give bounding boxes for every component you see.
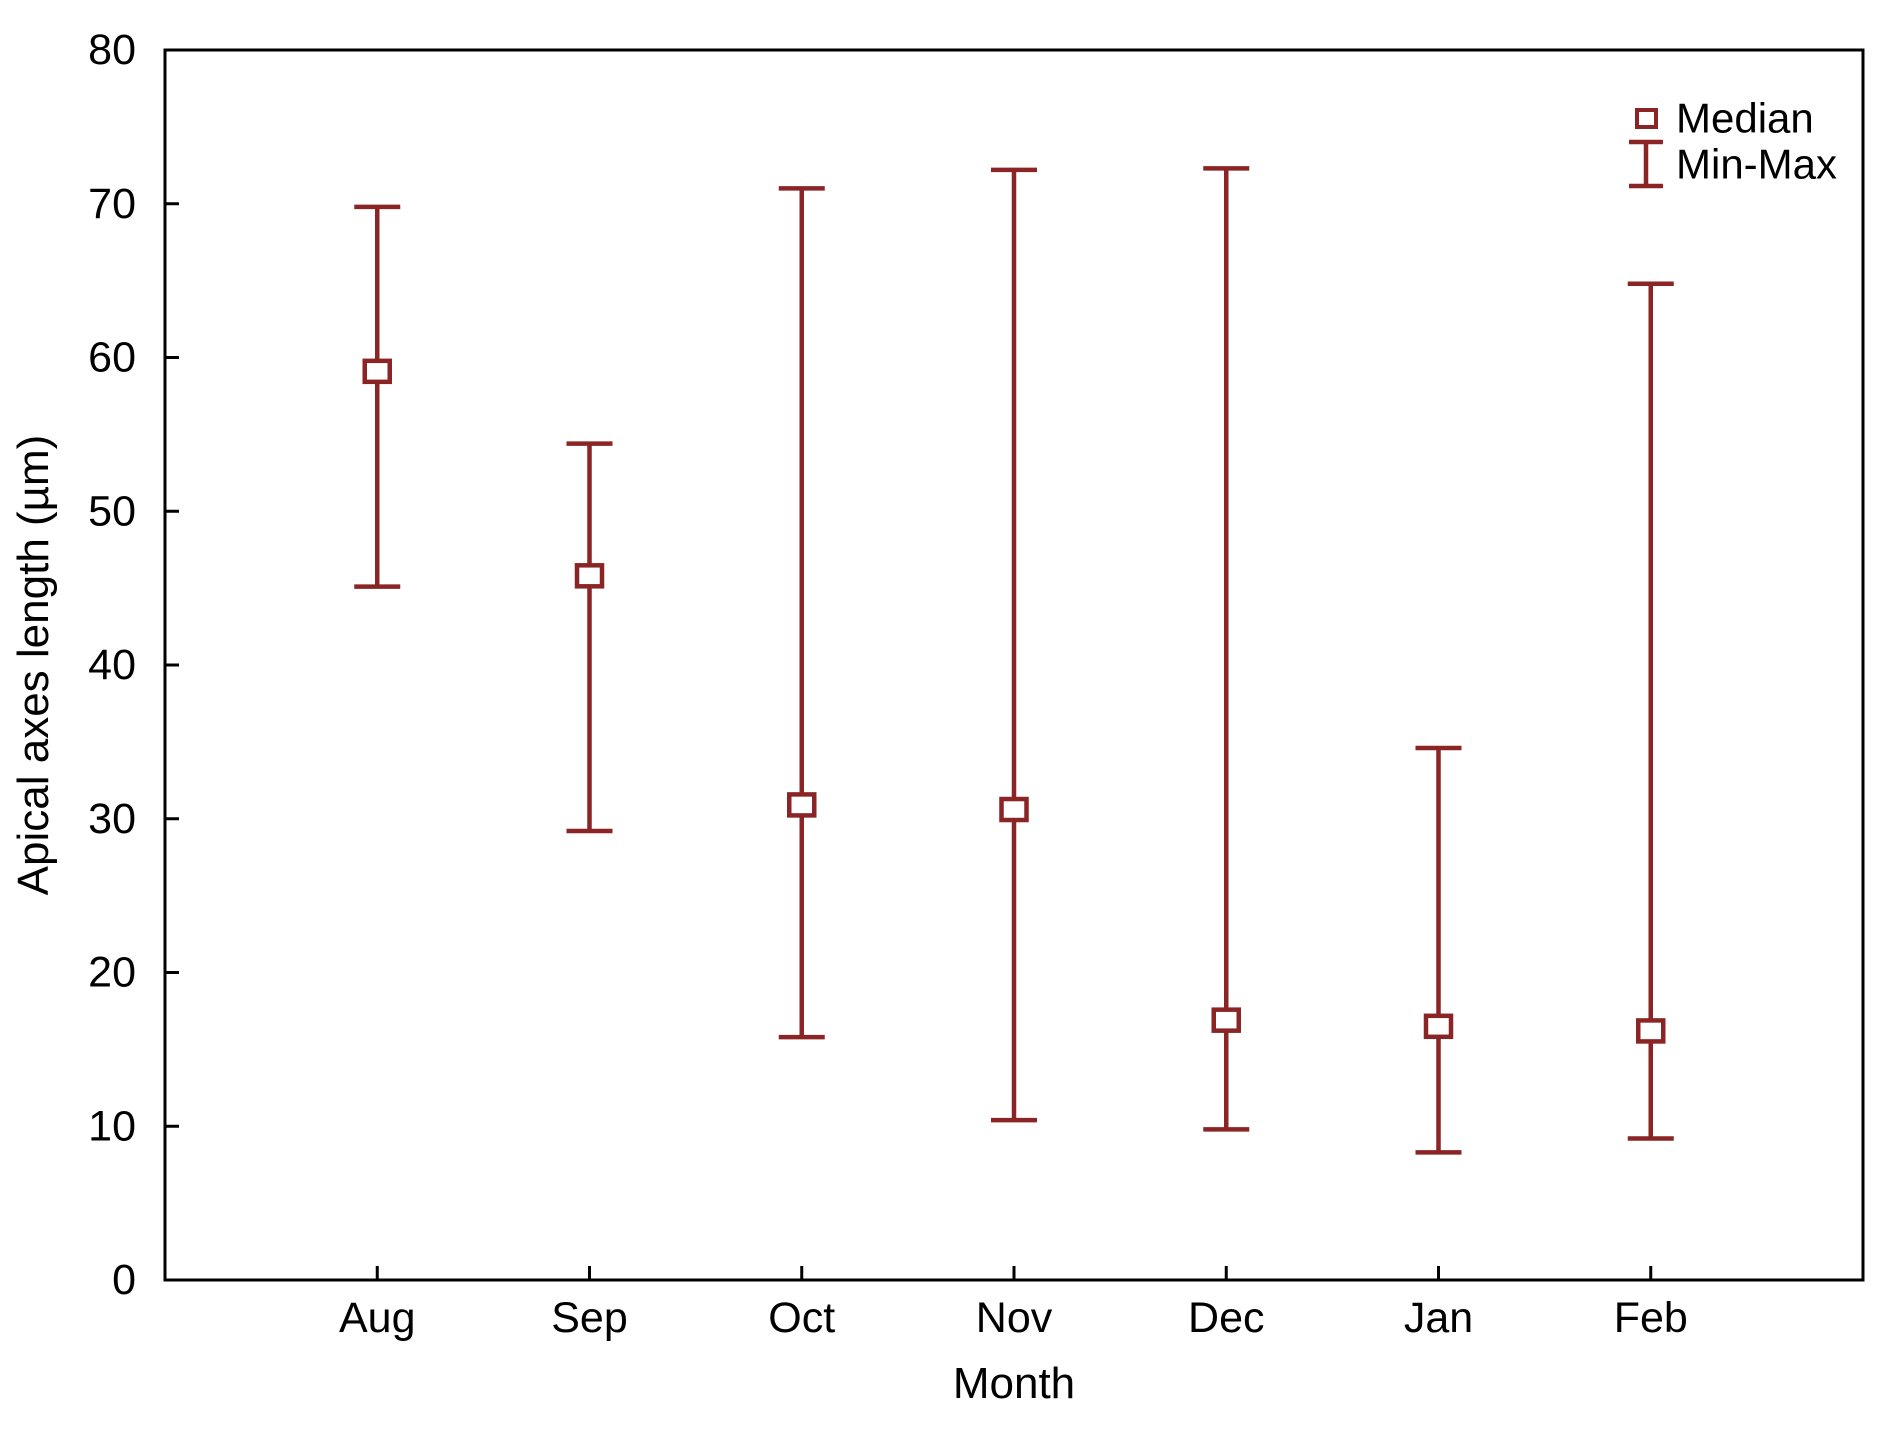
- y-tick-label-40: 40: [88, 641, 136, 689]
- whisker-Jan: [1415, 745, 1462, 1155]
- legend-minmax-label: Min-Max: [1676, 141, 1837, 188]
- y-tick-label-20: 20: [88, 949, 136, 997]
- y-tick-label-50: 50: [88, 487, 136, 535]
- median-marker-Nov: [999, 796, 1029, 823]
- legend: Median Min-Max: [1629, 95, 1837, 189]
- whisker-Sep: [566, 441, 613, 834]
- y-axis-title: Apical axes length (µm): [9, 435, 58, 896]
- x-tick-label-Aug: Aug: [339, 1294, 416, 1342]
- median-marker-Sep: [574, 563, 605, 589]
- whisker-Aug: [354, 204, 401, 589]
- y-tick-label-80: 80: [88, 26, 136, 74]
- x-tick-label-Nov: Nov: [976, 1294, 1053, 1342]
- series-layer: [354, 166, 1674, 1155]
- axes-layer: 0 10 20 30 40 50 60 70 80 Aug Sep Oct Nov Dec Jan Feb: [88, 26, 1688, 1342]
- x-axis-title: Month: [953, 1359, 1075, 1408]
- y-tick-label-0: 0: [112, 1256, 136, 1304]
- median-marker-Dec: [1211, 1007, 1241, 1033]
- x-tick-label-Sep: Sep: [551, 1294, 628, 1342]
- x-tick-label-Jan: Jan: [1404, 1294, 1473, 1342]
- median-marker-Jan: [1423, 1013, 1454, 1040]
- y-tick-label-70: 70: [88, 180, 136, 228]
- median-marker-Feb: [1636, 1018, 1666, 1044]
- whisker-Feb: [1627, 281, 1674, 1141]
- y-tick-label-10: 10: [88, 1102, 136, 1150]
- legend-minmax-marker-icon: [1629, 139, 1663, 189]
- x-tick-label-Feb: Feb: [1614, 1294, 1688, 1342]
- x-tick-label-Oct: Oct: [768, 1294, 835, 1342]
- whisker-Nov: [991, 167, 1037, 1123]
- y-tick-label-30: 30: [88, 795, 136, 843]
- x-tick-label-Dec: Dec: [1188, 1294, 1264, 1342]
- y-tick-label-60: 60: [88, 334, 136, 382]
- legend-median-label: Median: [1676, 95, 1814, 142]
- whisker-Oct: [778, 186, 825, 1040]
- legend-median-marker-icon: [1635, 108, 1658, 129]
- median-marker-Aug: [362, 358, 392, 385]
- whisker-Dec: [1203, 166, 1250, 1132]
- median-marker-Oct: [787, 792, 817, 818]
